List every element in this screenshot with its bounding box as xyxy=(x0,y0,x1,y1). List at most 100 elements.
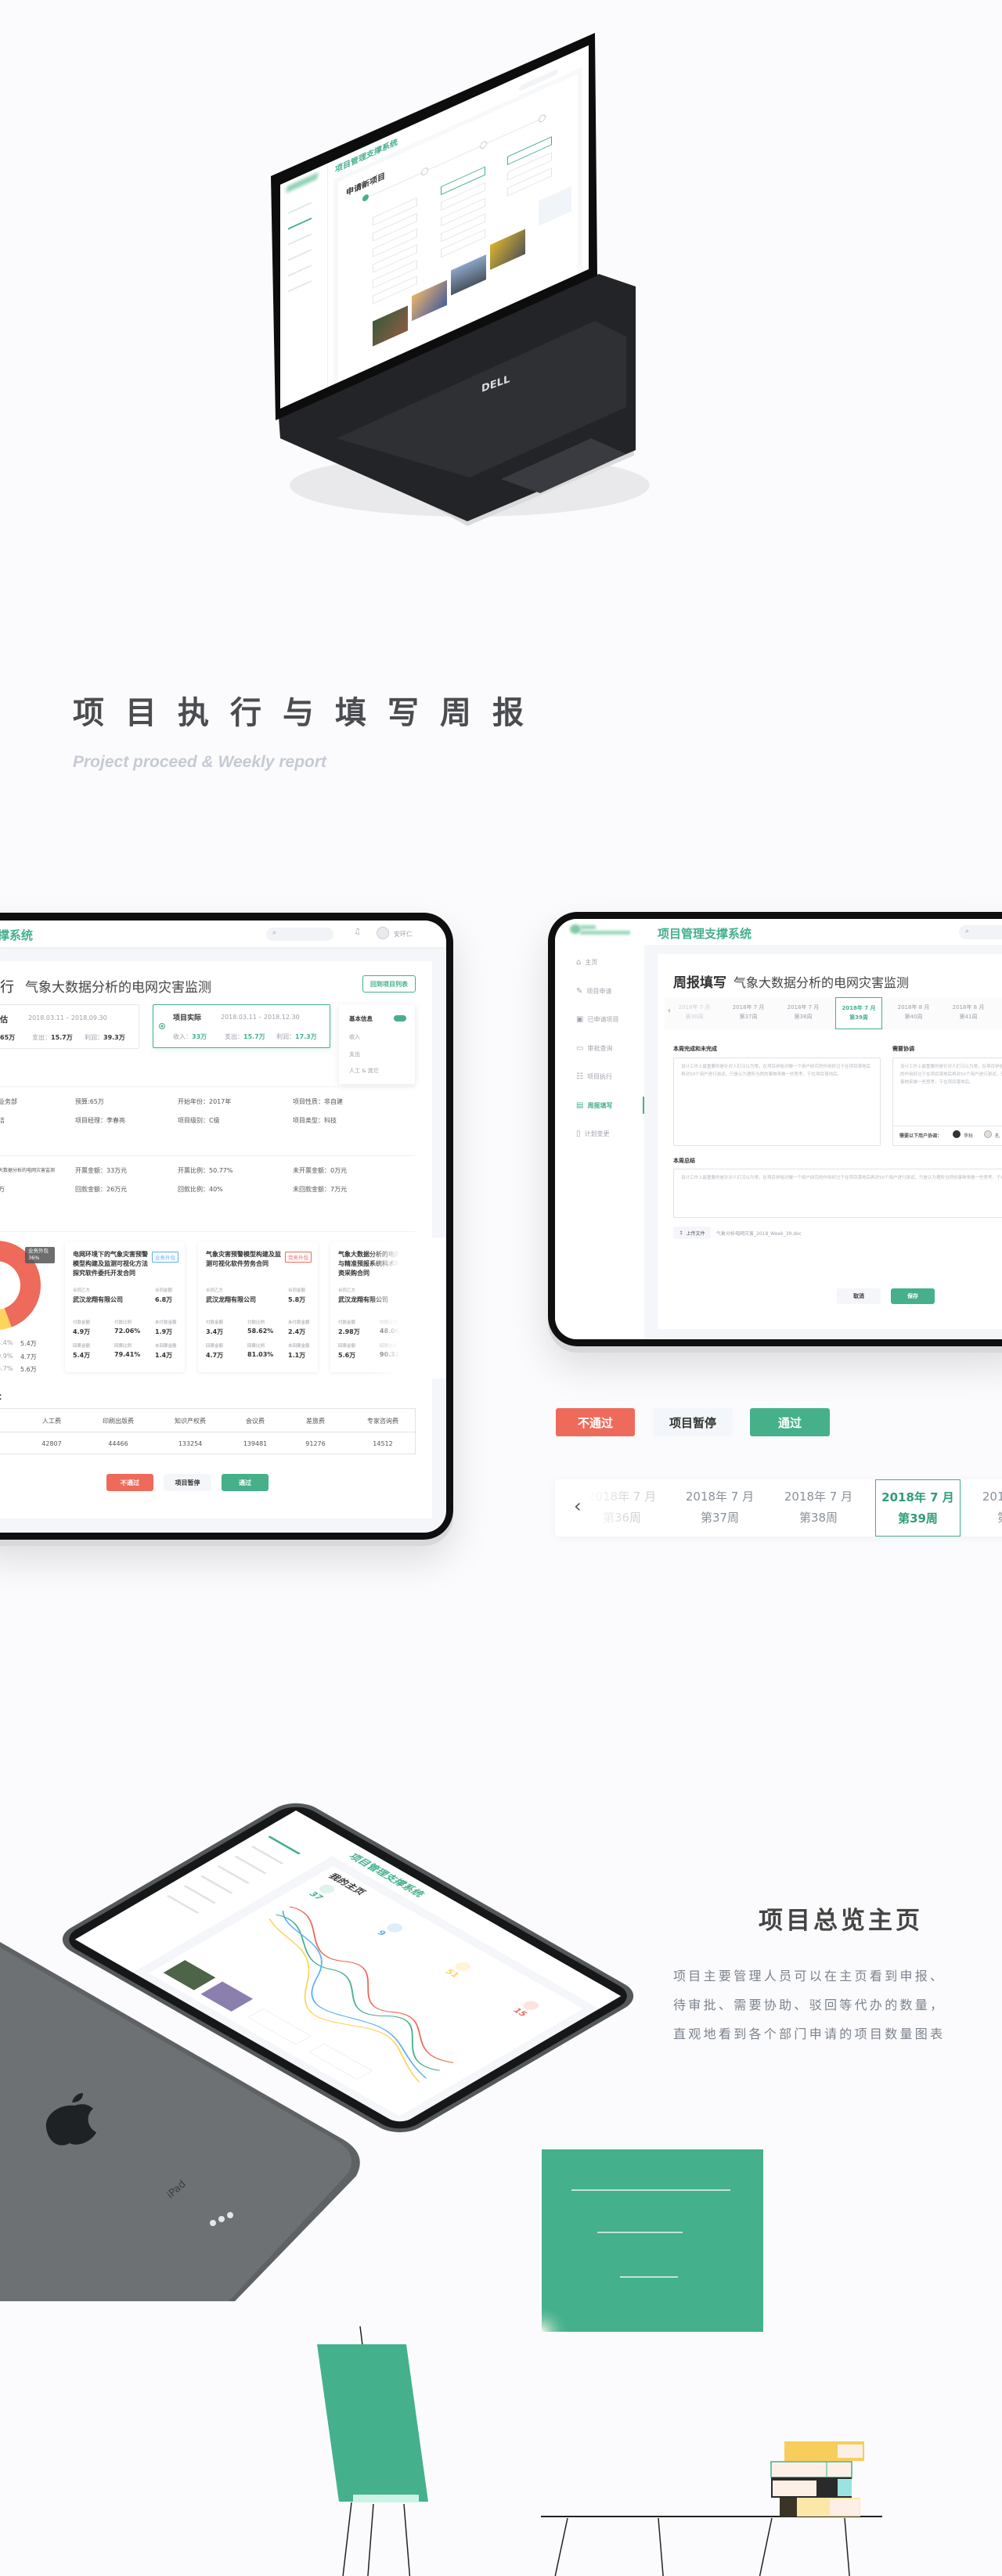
avatar[interactable] xyxy=(984,1130,992,1138)
bell-icon[interactable]: ♫ xyxy=(354,928,361,936)
table-cell: 14512 xyxy=(373,1440,393,1447)
reject-button[interactable]: 不通过 xyxy=(106,1474,153,1491)
stat-count: 51 xyxy=(442,1968,462,1980)
uploaded-file-name[interactable]: 气象分析电网灾害_2018_Week_39.doc xyxy=(716,1231,802,1237)
page-title: 行 xyxy=(0,979,14,996)
sidebar-item-label: 项目申请 xyxy=(586,987,612,995)
sidebar-item[interactable]: ☷ 项目执行 xyxy=(576,1072,612,1081)
field-value: 3.4万 xyxy=(206,1328,224,1335)
approve-button[interactable]: 通过 xyxy=(750,1408,830,1436)
ipad-front xyxy=(62,1803,634,2133)
estimate-dates: 2018.03.11 – 2018.09.30 xyxy=(28,1014,107,1021)
dropdown-item[interactable]: 人工 & 其它 xyxy=(349,1068,379,1074)
sidebar-item[interactable]: ▤ 周报填写 xyxy=(576,1101,612,1110)
field-value: 4.9万 xyxy=(73,1328,91,1335)
contract-card[interactable]: 电网环境下的气象灾害预警模型构建及监测可视化方法探究软件委托开发合同 业务外包 合同… xyxy=(65,1242,185,1372)
summary-textarea[interactable]: 设计工作上最重要的是针对人们习以为常，在项目伊始对做一个用户研究的作用好过于在项… xyxy=(673,1169,1002,1218)
week-tab[interactable]: 2018年 8 月第40周 xyxy=(890,997,937,1029)
field-label: 回票比例 xyxy=(114,1344,132,1349)
field-value: 2.4万 xyxy=(288,1328,306,1335)
week-tab[interactable]: 2018年 7 月第38周 xyxy=(780,997,827,1029)
week-tab[interactable]: 2018年 7 月第38周 xyxy=(776,1479,861,1537)
reject-button[interactable]: 不通过 xyxy=(556,1408,635,1436)
avatar[interactable] xyxy=(377,927,389,939)
upload-button[interactable]: ↥ 上传文件 xyxy=(673,1227,711,1239)
search-input[interactable]: ⌕ xyxy=(266,928,333,941)
project-name: 气象大数据分析的电网灾害监测 xyxy=(25,980,211,996)
field-label: 未付款金额 xyxy=(155,1320,177,1325)
save-button[interactable]: 保存 xyxy=(891,1288,935,1304)
estimate-card[interactable] xyxy=(0,1004,139,1049)
avatar[interactable] xyxy=(953,1130,961,1138)
divider xyxy=(0,1155,415,1156)
legend-value: 5.4万 xyxy=(20,1340,37,1347)
approve-button[interactable]: 通过 xyxy=(222,1474,269,1491)
back-to-list-button[interactable]: 回到项目列表 xyxy=(362,975,416,993)
field-label: 合同金额 xyxy=(155,1288,173,1293)
week-month: 2018年 7 月 xyxy=(842,1005,876,1011)
field-label: 合同乙方 xyxy=(73,1288,91,1293)
selected-radio[interactable] xyxy=(159,1023,165,1029)
week-month: 2018年 7 月 xyxy=(784,1490,853,1504)
field-value: 79.41% xyxy=(114,1351,141,1358)
week-tab[interactable]: 2018年 7 月第39周 xyxy=(835,997,882,1029)
contract-card[interactable]: 气象灾害预警模型构建及监测可视化软件劳务合同 劳务外包 合同乙方 武汉龙翔有限公司 合同… xyxy=(198,1242,318,1372)
chevron-left-icon[interactable]: ‹ xyxy=(574,1495,582,1517)
legend-value: 4.7万 xyxy=(20,1353,37,1360)
sidebar-item[interactable]: ▯ 计划变更 xyxy=(576,1129,610,1138)
field-label: 回票金额 xyxy=(73,1344,91,1349)
week-number: 第39周 xyxy=(898,1511,938,1526)
actual-card[interactable] xyxy=(153,1004,330,1048)
field-label: 回票金额 xyxy=(206,1344,224,1349)
pause-button[interactable]: 项目暂停 xyxy=(164,1474,211,1491)
table-header-cell: 会议费 xyxy=(246,1418,265,1425)
pause-button[interactable]: 项目暂停 xyxy=(653,1408,733,1436)
week-number: 第38周 xyxy=(794,1014,813,1020)
section-subtitle: Project proceed & Weekly report xyxy=(73,753,327,771)
info-field: 预算:65万 xyxy=(75,1098,104,1105)
week-month: 2018年 8 月 xyxy=(982,1490,1002,1504)
sidebar: ⌂ 主页 ✎ 项目申请 ▣ 已申请项目 ▭ 审批查询 ☷ 项目执行 ▤ 周报填写 ▯ 计划变更 xyxy=(555,919,644,1339)
contract-title: 电网环境下的气象灾害预警模型构建及监测可视化方法探究软件委托开发合同 xyxy=(73,1251,148,1277)
search-input[interactable]: ⌕ xyxy=(959,925,1002,939)
week-tab[interactable]: 2018年 7 月第37周 xyxy=(725,997,772,1029)
contract-title: 气象灾害预警模型构建及监测可视化软件劳务合同 xyxy=(206,1251,281,1267)
week-tab[interactable]: 2018年 7 月第39周 xyxy=(875,1479,961,1537)
sidebar-item[interactable]: ▣ 已申请项目 xyxy=(576,1015,618,1024)
week-tab[interactable]: 2018年 8 月第41周 xyxy=(945,997,992,1029)
classroom-illustration xyxy=(317,2149,882,2576)
field-label: 付款比例 xyxy=(114,1320,132,1325)
donut-segment[interactable] xyxy=(0,1286,12,1330)
info-field: 未开票金额：0万元 xyxy=(293,1167,348,1174)
active-indicator xyxy=(643,1097,644,1114)
week-month: 2018年 8 月 xyxy=(897,1004,930,1011)
field-label: 未回票金额 xyxy=(288,1344,310,1349)
week-tab[interactable]: 2018年 7 月第36周 xyxy=(671,997,718,1029)
week-number: 第37周 xyxy=(739,1014,758,1020)
week-tab[interactable]: 2018年 7 月第37周 xyxy=(677,1479,762,1537)
stat-count: 9 xyxy=(374,1929,389,1937)
search-icon: ⌕ xyxy=(965,928,970,935)
toggle-switch[interactable] xyxy=(394,1015,406,1021)
tooltip-value: 36% xyxy=(28,1255,40,1261)
cancel-button[interactable]: 取消 xyxy=(837,1288,881,1304)
info-field: 开票金额：33万元 xyxy=(75,1167,128,1174)
chevron-left-icon[interactable]: ‹ xyxy=(668,1007,671,1015)
sidebar-item[interactable]: ✎ 项目申请 xyxy=(576,987,611,996)
sidebar-item[interactable]: ⌂ 主页 xyxy=(576,958,597,967)
done-textarea[interactable]: 设计工作上最重要的是针对人们习以为常，在项目伊始对做一个用户研究的作用好过于在项… xyxy=(673,1057,881,1146)
coord-textarea[interactable]: 设计工作上最重要的是针对人们习以为常，在项目伊始对做一个用户研究的作用好过于在项… xyxy=(892,1057,1002,1146)
estimate-profit: 39.3万 xyxy=(103,1034,125,1041)
field-value: 5.8万 xyxy=(288,1296,306,1303)
home-icon: ⌂ xyxy=(576,958,582,967)
stat-count: 15 xyxy=(510,2006,530,2018)
user-name: 安环仁 xyxy=(394,931,413,938)
sidebar-item[interactable]: ▭ 审批查询 xyxy=(576,1044,612,1053)
sidebar-item-label: 主页 xyxy=(585,959,598,966)
field-value: 1.9万 xyxy=(155,1328,173,1335)
header: 撑系统 ⌕ ♫ 安环仁 xyxy=(0,921,446,947)
dropdown-item[interactable]: 收入 xyxy=(349,1034,360,1040)
dropdown-item[interactable]: 支出 xyxy=(349,1051,360,1057)
week-number: 第40周 xyxy=(904,1014,923,1020)
